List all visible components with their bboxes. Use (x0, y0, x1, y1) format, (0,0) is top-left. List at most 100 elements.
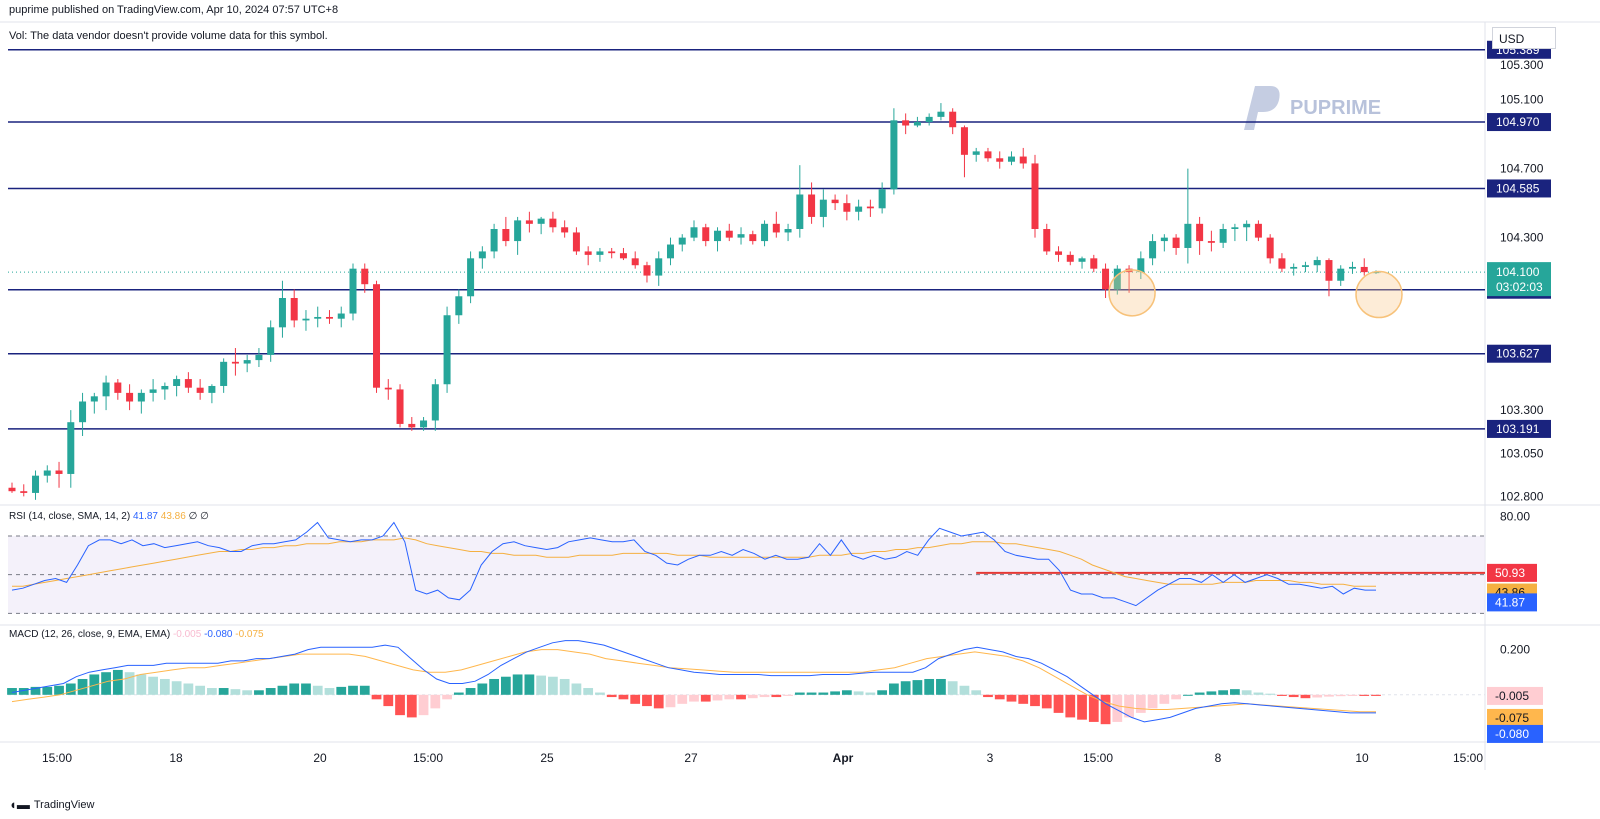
macd-histogram-bar (1347, 694, 1358, 696)
footer: ◖▬ TradingView (9, 797, 94, 812)
macd-histogram-bar (1230, 689, 1240, 695)
candle-body (960, 127, 968, 155)
macd-histogram-bar (536, 675, 547, 695)
macd-title: MACD (12, 26, close, 9, EMA, EMA) (9, 629, 171, 640)
publish-header: puprime published on TradingView.com, Ap… (9, 4, 339, 16)
currency-button[interactable]: USD (1492, 27, 1556, 49)
candle-body (32, 475, 40, 493)
macd-histogram-bar (559, 678, 570, 695)
candle-body (1137, 258, 1145, 273)
rsi-value: 41.87 (132, 511, 158, 522)
price-tick-label: 103.300 (1500, 403, 1544, 417)
macd-histogram-bar (218, 688, 229, 695)
macd-pane[interactable]: 0.200 -0.005 -0.075 -0.080 (7, 640, 1543, 743)
level-badge (1487, 419, 1551, 438)
candle-body (90, 396, 98, 402)
price-tick-label: 104.300 (1500, 231, 1544, 245)
macd-histogram-bar (359, 685, 370, 695)
macd-histogram-bar (759, 694, 770, 698)
macd-signal-line (11, 649, 1376, 713)
candle-body (1007, 156, 1015, 162)
macd-line-value: -0.080 (204, 629, 233, 640)
candle-body (408, 423, 416, 428)
macd-histogram-bar (453, 692, 464, 695)
candle-body (1031, 163, 1039, 229)
macd-badge-text: -0.075 (1495, 711, 1529, 725)
macd-histogram-bar (677, 694, 688, 704)
candle-body (1043, 229, 1051, 252)
macd-histogram-bar (1241, 690, 1252, 695)
macd-histogram-bar (736, 694, 746, 700)
candle-body (1348, 266, 1356, 269)
candle-body (1019, 156, 1027, 164)
price-tick-label: 105.100 (1500, 93, 1544, 107)
price-axis[interactable]: 105.300 105.100 104.700 104.300 103.300 103.0… (1487, 40, 1551, 504)
price-tick-label: 104.700 (1500, 162, 1544, 176)
macd-histogram-bar (818, 692, 829, 695)
time-tick-label: 15:00 (1453, 751, 1483, 765)
candle-body (290, 298, 298, 321)
candle-body (1290, 266, 1298, 269)
macd-histogram-bar (524, 674, 535, 695)
rsi-tick-label: 80.00 (1500, 510, 1530, 524)
macd-histogram-bar (1288, 694, 1299, 698)
macd-histogram-bar (336, 686, 347, 695)
candles[interactable] (8, 103, 1380, 500)
candle-body (537, 218, 545, 224)
rsi-badge (1487, 593, 1537, 612)
candle-body (1243, 223, 1251, 228)
candle-body (1301, 265, 1309, 267)
macd-histogram-bar (65, 683, 76, 695)
candle-body (420, 420, 428, 428)
macd-histogram-bar (747, 694, 758, 699)
time-tick-label: 15:00 (413, 751, 443, 765)
macd-histogram-bar (512, 674, 523, 695)
candle-body (173, 379, 181, 386)
candle-body (337, 313, 345, 319)
macd-histogram-bar (653, 694, 664, 709)
macd-histogram-bar (77, 678, 88, 695)
candle-body (478, 251, 486, 259)
macd-histogram-bar (924, 678, 935, 695)
candle-body (349, 268, 357, 314)
candle-body (384, 387, 392, 390)
macd-histogram-bar (124, 672, 135, 695)
macd-histogram-bar (89, 674, 100, 695)
candle-body (1090, 258, 1098, 269)
time-tick-label: 25 (540, 751, 554, 765)
macd-histogram-bar (571, 683, 582, 695)
macd-histogram-bar (877, 690, 888, 695)
macd-histogram-bar (1112, 694, 1123, 722)
candle-body (761, 223, 769, 242)
rsi-ma-line (12, 537, 1376, 587)
candle-body (490, 229, 498, 252)
time-tick-label: 27 (684, 751, 698, 765)
macd-histogram-bar (724, 694, 735, 700)
macd-histogram-bar (442, 694, 452, 700)
candle-body (1207, 241, 1215, 243)
macd-histogram-bar (324, 688, 335, 695)
candle-body (561, 227, 569, 233)
candle-body (984, 151, 992, 159)
time-axis[interactable]: 15:00 18 20 15:00 25 27 Apr 3 15:00 8 10 15:00 (42, 751, 1483, 765)
macd-histogram-bar (406, 694, 417, 718)
candle-body (114, 382, 122, 393)
macd-histogram-bar (936, 678, 946, 695)
macd-histogram-bar (1041, 694, 1052, 709)
candle-body (1266, 237, 1274, 259)
macd-histogram-bar (242, 690, 253, 695)
horizontal-levels[interactable] (8, 49, 1485, 430)
macd-histogram-bar (983, 694, 993, 698)
macd-histogram-bar (1359, 694, 1370, 696)
candle-body (913, 122, 921, 126)
macd-badge (1487, 724, 1543, 743)
candle-body (749, 234, 757, 242)
candle-body (396, 389, 404, 424)
candle-body (584, 251, 592, 255)
grid (0, 21, 1600, 770)
level-badge-text: 104.970 (1496, 115, 1540, 129)
macd-histogram-bar (959, 685, 970, 695)
